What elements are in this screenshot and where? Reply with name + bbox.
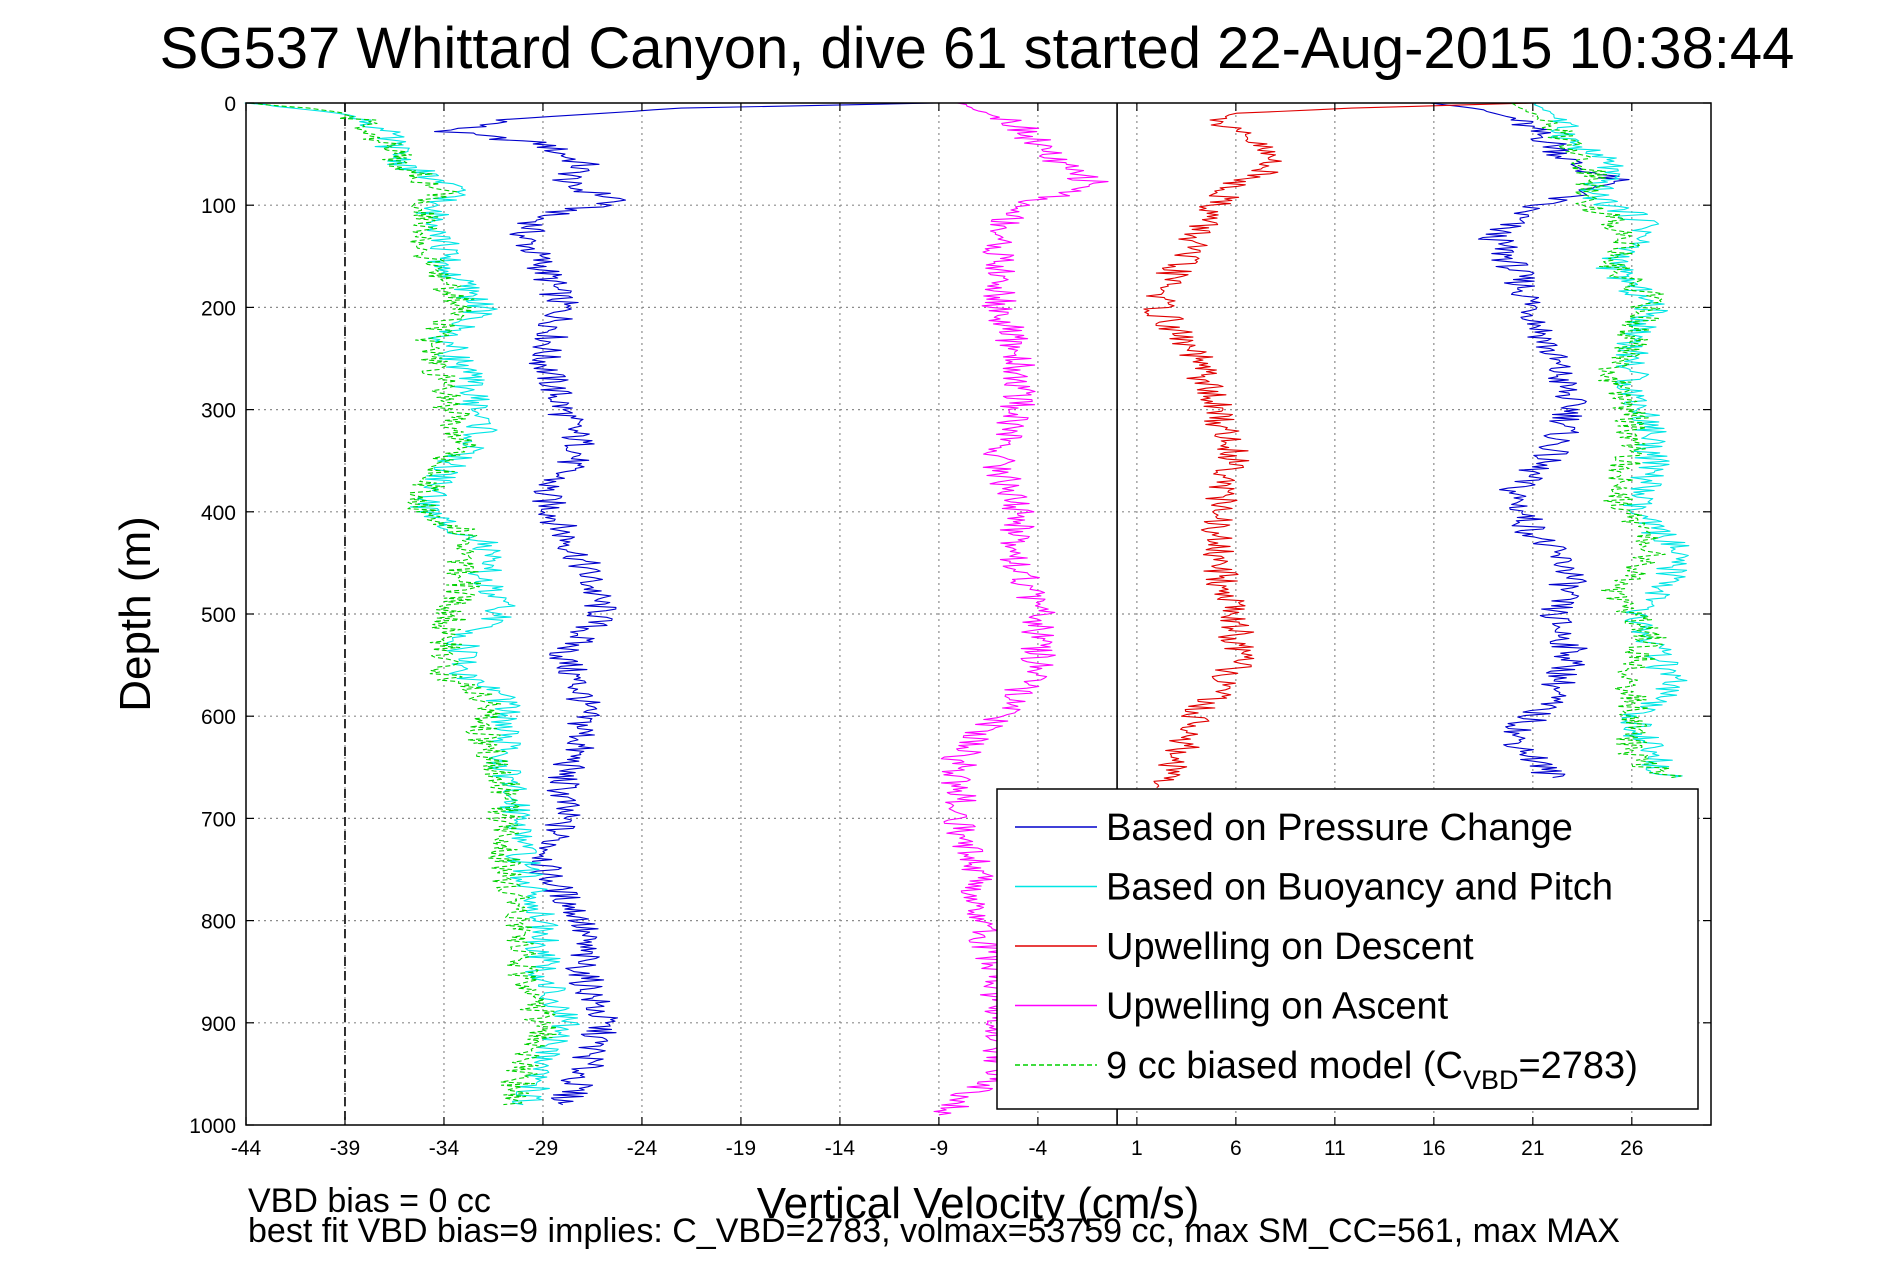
y-tick-label: 600: [201, 706, 236, 729]
legend: Based on Pressure Change Based on Buoyanc…: [996, 788, 1699, 1110]
legend-label: 9 cc biased model (CVBD=2783): [1106, 1045, 1638, 1095]
x-tick-label: 26: [1620, 1137, 1643, 1160]
y-tick-label: 300: [201, 400, 236, 423]
legend-label: Upwelling on Descent: [1106, 926, 1474, 968]
x-tick-label: -4: [1029, 1137, 1048, 1160]
legend-box: [996, 788, 1699, 1110]
x-tick-label: -24: [627, 1137, 658, 1160]
series-line: [1430, 102, 1630, 779]
x-tick-label: -29: [528, 1137, 558, 1160]
y-tick-label: 500: [201, 604, 236, 627]
series-line: [1511, 102, 1682, 779]
x-tick-label: 11: [1324, 1137, 1346, 1160]
x-tick-label: -34: [429, 1137, 460, 1160]
vbd-bias-note: VBD bias = 0 cc: [248, 1182, 491, 1220]
x-tick-label: 6: [1230, 1137, 1242, 1160]
y-tick-label: 900: [201, 1013, 236, 1036]
series-line: [434, 102, 937, 1106]
series-line: [249, 102, 558, 1106]
y-tick-label: 200: [201, 297, 236, 320]
x-tick-label: 16: [1422, 1137, 1445, 1160]
y-tick-label: 100: [201, 195, 236, 218]
x-tick-label: -14: [825, 1137, 856, 1160]
legend-label: Based on Pressure Change: [1106, 807, 1573, 849]
best-fit-note: best fit VBD bias=9 implies: C_VBD=2783,…: [248, 1212, 1620, 1250]
y-ticks: 0 100 200 300 400 500 600 700 800 900 1000: [189, 93, 1711, 1138]
x-tick-label: -39: [330, 1137, 360, 1160]
y-tick-label: 0: [224, 93, 236, 116]
y-tick-label: 800: [201, 911, 236, 934]
legend-label: Based on Buoyancy and Pitch: [1106, 867, 1613, 909]
y-tick-label: 400: [201, 502, 236, 525]
legend-label: Upwelling on Ascent: [1106, 986, 1449, 1028]
x-tick-label: -44: [231, 1137, 262, 1160]
y-tick-label: 1000: [189, 1115, 236, 1138]
x-tick-label: 1: [1131, 1137, 1143, 1160]
chart-title: SG537 Whittard Canyon, dive 61 started 2…: [160, 16, 1795, 81]
x-ticks: -44 -39 -34 -29 -24 -19 -14 -9 -4 1 6 11 16 21 26: [231, 103, 1643, 1160]
y-tick-label: 700: [201, 808, 236, 831]
y-axis-label: Depth (m): [111, 516, 160, 712]
series-line: [244, 102, 580, 1106]
x-tick-label: -19: [726, 1137, 756, 1160]
series-line: [1143, 102, 1534, 789]
x-axis-label: Vertical Velocity (cm/s): [757, 1179, 1200, 1228]
x-tick-label: 21: [1521, 1137, 1544, 1160]
x-tick-label: -9: [930, 1137, 949, 1160]
series-line: [1533, 102, 1690, 779]
